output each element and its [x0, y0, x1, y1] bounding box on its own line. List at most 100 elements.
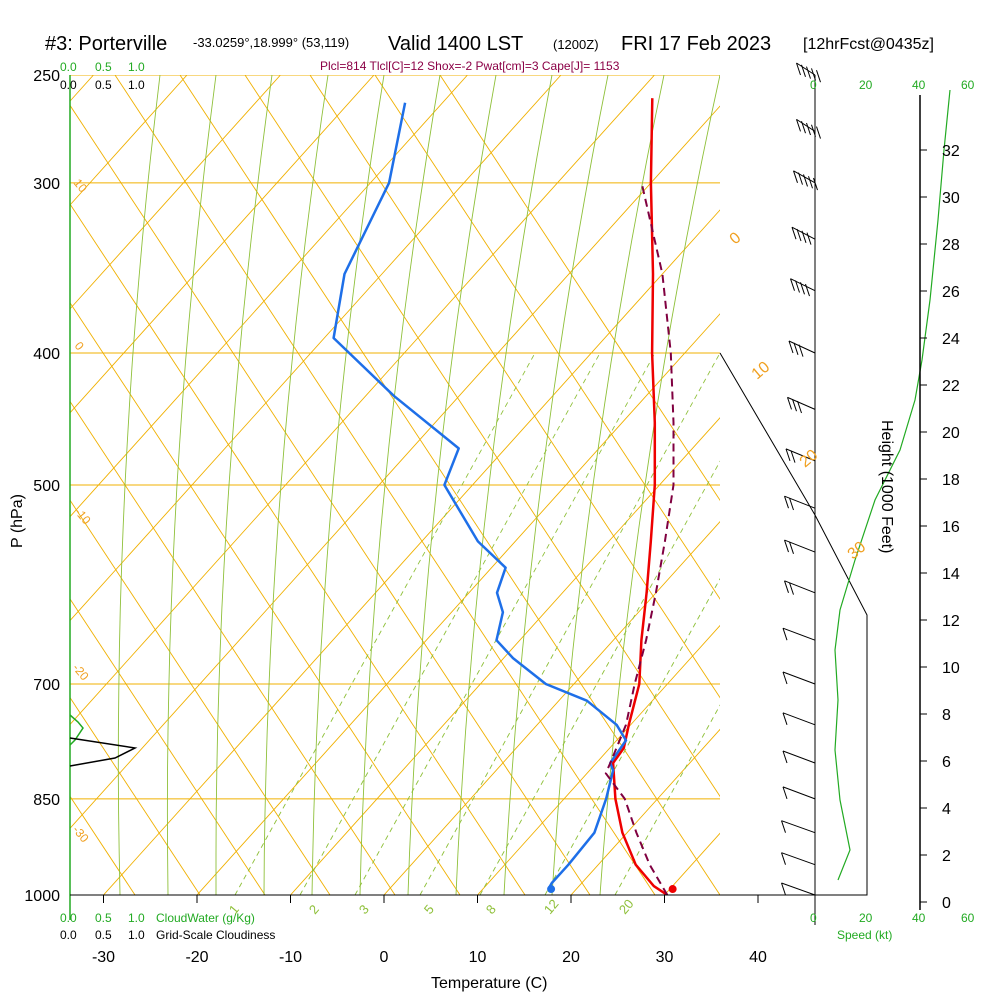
speed-tick-bottom-20: 20: [859, 911, 873, 925]
wind-barb-feather: [789, 541, 794, 554]
height-tick-label: 14: [942, 566, 960, 583]
mixing-ratio-label: 3: [356, 902, 372, 917]
wind-barb-feather: [801, 64, 806, 77]
wind-barb-shaft: [784, 495, 816, 509]
cloudiness-bottom-tick-0: 0.0: [60, 928, 77, 942]
wind-barb-feather: [792, 399, 797, 412]
wind-barb-feather: [796, 119, 801, 132]
wind-barb-shaft: [788, 340, 816, 354]
isotherm-line: [103, 209, 720, 895]
speed-tick-top-20: 20: [859, 78, 873, 92]
wind-barb-feather: [787, 397, 792, 410]
x-tick-label: -30: [92, 949, 115, 966]
mixing-ratio-line: [299, 352, 601, 895]
wind-barb-shaft: [796, 118, 816, 132]
x-tick-label: 30: [656, 949, 674, 966]
utc-time: (1200Z): [553, 37, 599, 52]
wind-barb-feather: [782, 750, 788, 764]
mixing-ratio-line: [479, 460, 720, 895]
wind-barb-feather: [811, 124, 816, 137]
wind-barb-shaft: [784, 580, 816, 594]
wind-barb-shaft: [791, 226, 816, 240]
stability-indices: Plcl=814 Tlcl[C]=12 Shox=-2 Pwat[cm]=3 C…: [320, 59, 620, 73]
moist-adiabat-curve: [311, 75, 385, 895]
wind-barb-feather: [781, 820, 786, 833]
dry-adiabat-line: [70, 301, 461, 895]
isotherm-line: [852, 75, 1000, 895]
cloudwater-tick-1: 1.0: [128, 60, 145, 74]
cloudiness-tick-05: 0.5: [95, 78, 112, 92]
cloudwater-bottom-tick-1: 1.0: [128, 911, 145, 925]
wind-barb-feather: [790, 278, 795, 291]
wind-barb-feather: [800, 282, 805, 295]
dry-adiabat-line: [309, 75, 720, 699]
wind-barb-feather: [781, 882, 786, 896]
moist-adiabat-curve: [359, 75, 441, 895]
wind-barb-shaft: [782, 627, 816, 641]
cloudwater-tick-05: 0.5: [95, 60, 112, 74]
wind-barb-feather: [808, 176, 813, 189]
height-tick-label: 26: [942, 284, 960, 301]
height-tick-label: 4: [942, 801, 951, 818]
wind-barb-feather: [806, 66, 811, 79]
cloudiness-tick-0: 0.0: [60, 78, 77, 92]
wind-barb-feather: [797, 400, 802, 414]
wind-barb-feather: [790, 450, 796, 463]
y-tick-label: 1000: [24, 888, 60, 905]
moist-adiabat-curve: [215, 75, 273, 895]
isotherm-label-right: 0: [727, 229, 745, 248]
wind-panel-outline: [719, 352, 868, 896]
dry-adiabat-line: [439, 75, 720, 502]
wind-barb-feather: [811, 68, 816, 81]
valid-time: Valid 1400 LST: [388, 33, 523, 55]
y-tick-label: 500: [33, 478, 60, 495]
cloudiness-bottom-tick-1: 1.0: [128, 928, 145, 942]
wind-barb-feather: [816, 126, 821, 139]
speed-axis-label: Speed (kt): [837, 928, 892, 942]
forecast-date: FRI 17 Feb 2023: [621, 33, 771, 55]
moist-adiabat-curve: [117, 75, 161, 895]
cloudwater-tick-0: 0.0: [60, 60, 77, 74]
mixing-ratio-line: [544, 577, 720, 895]
wind-barb-shaft: [782, 750, 816, 764]
isotherm-line: [70, 75, 375, 414]
isotherm-label-right: 20: [797, 447, 822, 472]
surface-temperature-marker: [668, 885, 677, 894]
height-tick-label: 6: [942, 754, 951, 771]
isotherm-line: [477, 624, 720, 895]
isotherm-line: [290, 417, 720, 895]
moist-adiabat-curve: [166, 75, 217, 895]
moist-adiabat-curve: [503, 75, 609, 895]
dry-adiabat-line: [70, 499, 331, 895]
wind-barb-feather: [782, 712, 788, 725]
cloud-axis-top: 0.0 0.5 1.0 0.0 0.5 1.0: [60, 60, 145, 92]
wind-barb-feather: [805, 283, 810, 297]
mixing-ratio-label: 8: [483, 902, 499, 917]
height-tick-label: 0: [942, 895, 951, 912]
height-tick-label: 32: [942, 143, 960, 160]
x-tick-label: -20: [185, 949, 208, 966]
mixing-ratio-label: 5: [421, 902, 437, 917]
speed-tick-top-0: 0: [810, 78, 817, 92]
station-coords: -33.0259°,18.999° (53,119): [193, 35, 349, 50]
cloudwater-bottom-tick-05: 0.5: [95, 911, 112, 925]
wind-barb-shaft: [782, 712, 816, 726]
isotherm-line: [70, 75, 468, 518]
wind-barb-feather: [796, 228, 802, 242]
dry-adiabat-line: [179, 75, 720, 895]
wind-barb-feather: [801, 230, 807, 243]
wind-barb-feather: [816, 70, 821, 83]
background-grid: [70, 75, 1000, 895]
wind-barb-feather: [791, 227, 797, 240]
mixing-ratio-line: [234, 352, 536, 895]
wind-barb-shaft: [790, 278, 816, 292]
speed-tick-bottom-0: 0: [810, 911, 817, 925]
wind-barb-shaft: [787, 396, 816, 410]
wind-barb-shaft: [781, 882, 816, 896]
wind-barb-shaft: [781, 852, 816, 866]
mixing-ratio-label: 12: [541, 896, 562, 917]
wind-barb-feather: [793, 170, 798, 184]
x-tick-label: 0: [380, 949, 389, 966]
height-tick-label: 2: [942, 848, 951, 865]
